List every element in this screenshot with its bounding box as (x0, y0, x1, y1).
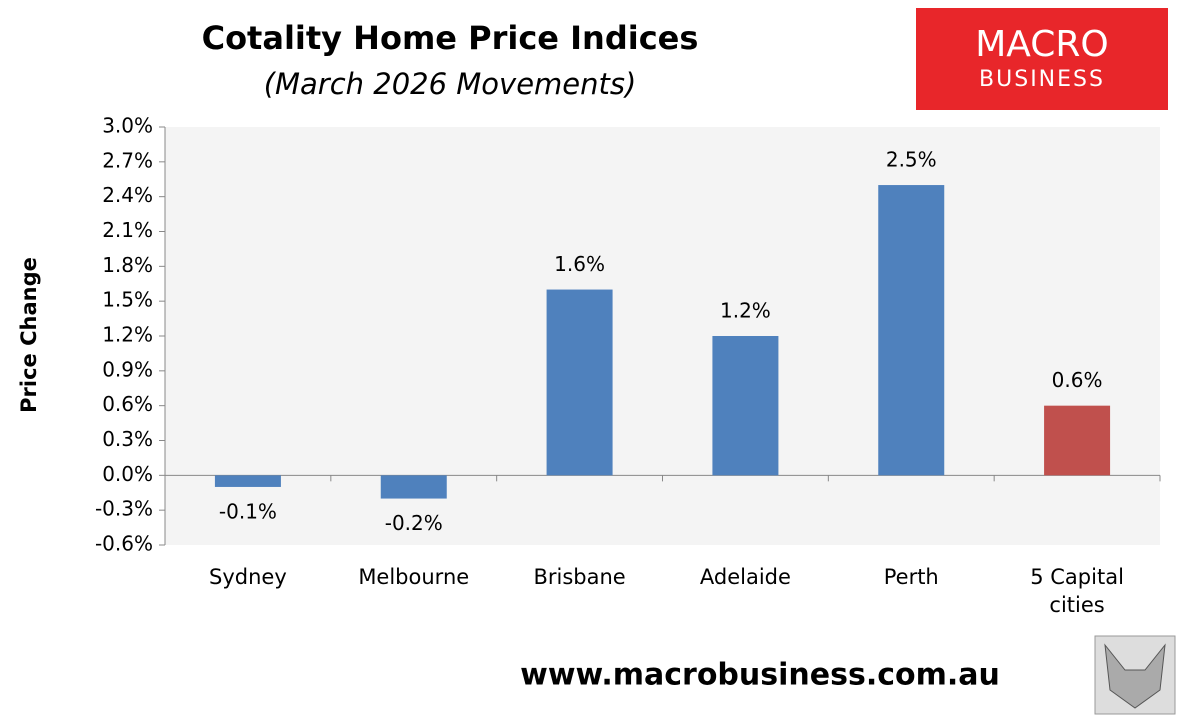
x-tick-label: Sydney (209, 565, 287, 589)
bar (878, 185, 945, 476)
data-label: 1.6% (554, 252, 605, 276)
plot-area (165, 127, 1160, 545)
y-tick-label: 0.9% (102, 357, 153, 381)
fox-icon (1104, 643, 1166, 709)
x-tick-label: Adelaide (699, 565, 791, 589)
bar (214, 475, 281, 487)
chart-title: Cotality Home Price Indices (202, 19, 699, 57)
y-tick-label: 1.5% (102, 288, 153, 312)
x-tick-label: 5 Capital cities (1030, 565, 1124, 617)
y-tick-label: 0.6% (102, 392, 153, 416)
y-tick-label: 1.8% (102, 253, 153, 277)
logo-box (916, 8, 1168, 110)
bar (1044, 405, 1111, 476)
x-tick-label: Perth (883, 565, 939, 589)
x-tick-label: Melbourne (358, 565, 470, 589)
y-tick-label: 3.0% (102, 114, 153, 138)
y-tick-label: 2.7% (102, 148, 153, 172)
y-tick-label: 0.0% (102, 462, 153, 486)
data-label: -0.1% (219, 499, 277, 523)
logo-text: BUSINESS (979, 67, 1105, 92)
bar (380, 475, 447, 499)
y-tick-label: -0.3% (95, 497, 153, 521)
data-label: 2.5% (886, 148, 937, 172)
y-tick-label: 1.2% (102, 323, 153, 347)
logo-text: MACRO (975, 24, 1109, 65)
y-tick-label: 2.4% (102, 183, 153, 207)
y-tick-label: 2.1% (102, 218, 153, 242)
data-label: 1.2% (720, 299, 771, 323)
bar (546, 289, 613, 476)
x-tick-label: Brisbane (533, 565, 626, 589)
data-label: 0.6% (1052, 368, 1103, 392)
y-tick-label: -0.6% (95, 532, 153, 556)
chart-subtitle: (March 2026 Movements) (264, 67, 637, 101)
data-label: -0.2% (385, 511, 443, 535)
website: www.macrobusiness.com.au (520, 658, 1000, 693)
y-axis-title: Price Change (17, 257, 41, 413)
y-tick-label: 0.3% (102, 427, 153, 451)
bar (712, 336, 779, 476)
